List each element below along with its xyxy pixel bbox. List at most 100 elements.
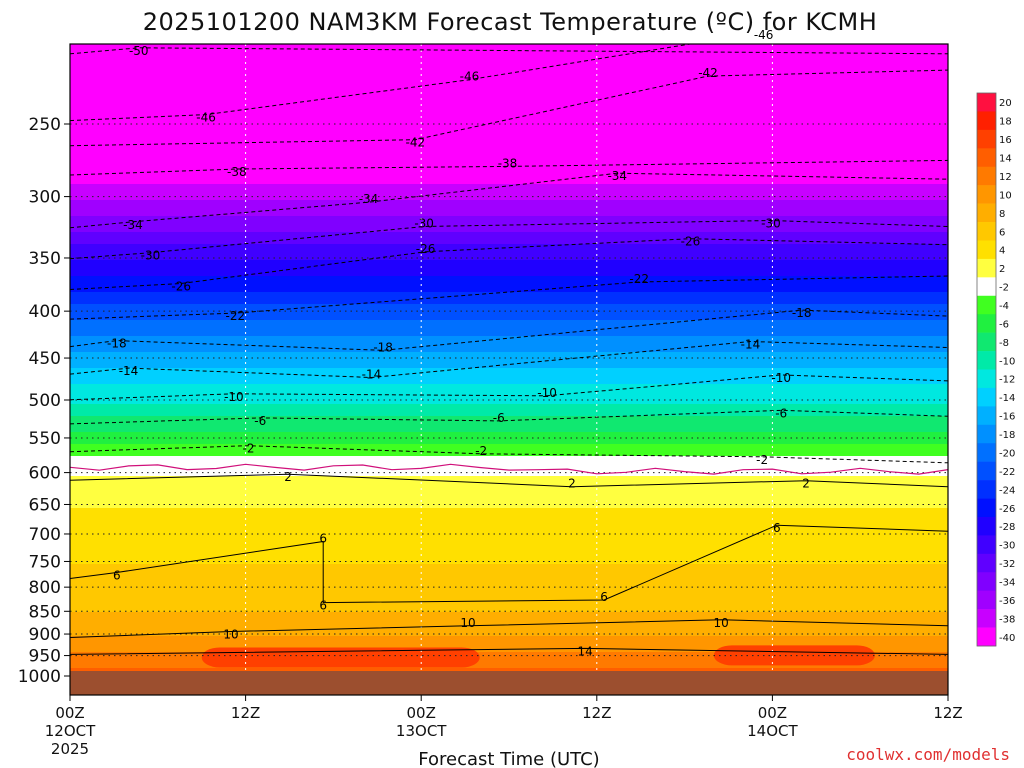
temperature-band (70, 212, 948, 217)
ground-layer (70, 671, 948, 695)
temperature-band (70, 184, 948, 189)
contour-label: -6 (493, 411, 505, 425)
plot-frame (69, 43, 949, 696)
contour-label: -46 (754, 28, 774, 42)
contour-label: -26 (416, 242, 436, 256)
temperature-band (70, 260, 948, 265)
temperature-band (70, 584, 948, 589)
y-tick-label: 350 (29, 249, 61, 269)
credit-text: coolwx.com/models (846, 745, 1010, 764)
y-tick-label: 400 (29, 302, 61, 322)
x-tick-year: 2025 (51, 740, 89, 758)
temperature-band (70, 224, 948, 229)
temperature-band (70, 200, 948, 205)
temperature-band (70, 556, 948, 561)
contour-line (70, 374, 948, 401)
colorbar-label: -14 (999, 393, 1015, 404)
colorbar-label: 18 (999, 117, 1012, 128)
colorbar-label: -16 (999, 412, 1015, 423)
temperature-band (70, 208, 948, 213)
temperature-band (70, 500, 948, 505)
temperature-band (70, 256, 948, 261)
temperature-band (70, 452, 948, 457)
temperature-band (70, 312, 948, 317)
contour-line (70, 619, 948, 638)
y-tick-label: 450 (29, 349, 61, 369)
colorbar-swatch (977, 111, 996, 131)
temperature-band (70, 412, 948, 417)
colorbar-label: 16 (999, 135, 1012, 146)
x-axis-label: Forecast Time (UTC) (418, 749, 599, 768)
temperature-band (70, 172, 948, 177)
y-tick-label: 800 (29, 578, 61, 598)
colorbar-label: 10 (999, 190, 1012, 201)
temperature-band (70, 596, 948, 601)
temperature-band (70, 492, 948, 497)
temperature-band (70, 352, 948, 357)
temperature-band (70, 600, 948, 605)
colorbar-swatch (977, 295, 996, 315)
temperature-band (70, 52, 948, 57)
x-tick-date: 14OCT (747, 722, 798, 740)
x-tick-label: 12Z (582, 704, 611, 722)
temperature-band (70, 48, 948, 53)
contour-label: 2 (802, 477, 810, 491)
colorbar-swatch (977, 185, 996, 204)
x-tick-label: 00Z (407, 704, 436, 722)
temperature-band (70, 396, 948, 401)
contour-label: -34 (359, 192, 379, 206)
contour-label: -46 (196, 111, 216, 125)
colorbar-swatch (977, 369, 996, 389)
temperature-band (70, 572, 948, 577)
temperature-band (70, 484, 948, 489)
y-tick-label: 500 (29, 391, 61, 411)
temperature-band (70, 524, 948, 529)
colorbar-label: 6 (999, 227, 1005, 238)
temperature-band (70, 332, 948, 337)
contour-label: -18 (107, 337, 127, 351)
contour-label: -6 (775, 406, 787, 420)
temperature-band (70, 304, 948, 309)
colorbar-swatch (977, 351, 996, 370)
temperature-bands (70, 44, 948, 695)
colorbar-swatch (977, 277, 996, 297)
contour-label: -2 (756, 453, 768, 467)
contour-line (70, 159, 948, 176)
temperature-band (70, 408, 948, 413)
contour-label: 6 (773, 521, 781, 535)
temperature-band (70, 620, 948, 625)
contour-label: -26 (681, 235, 701, 249)
temperature-band (70, 424, 948, 429)
colorbar-label: -38 (999, 614, 1015, 625)
temperature-band (70, 108, 948, 113)
temperature-band (70, 156, 948, 161)
temperature-band (70, 56, 948, 61)
y-tick-label: 550 (29, 429, 61, 449)
temperature-band (70, 536, 948, 541)
contour-label: -42 (406, 136, 426, 150)
colorbar-label: 20 (999, 98, 1012, 109)
contour-label: -14 (741, 338, 761, 352)
contour-lines (70, 44, 948, 655)
contour-label: -34 (123, 218, 143, 232)
chart-title: 2025101200 NAM3KM Forecast Temperature (… (143, 8, 878, 36)
contour-line (70, 647, 948, 655)
temperature-band (70, 652, 948, 657)
colorbar-label: -22 (999, 467, 1015, 478)
colorbar-swatch (977, 93, 996, 112)
temperature-band (70, 664, 948, 669)
contour-line (70, 409, 948, 425)
contour-label: -42 (698, 66, 718, 80)
colorbar-label: -36 (999, 596, 1015, 607)
temperature-band (70, 476, 948, 481)
temperature-band (70, 608, 948, 613)
temperature-band (70, 340, 948, 345)
x-tick-label: 00Z (55, 704, 84, 722)
x-tick-date: 13OCT (396, 722, 447, 740)
contour-label: -18 (373, 340, 393, 354)
temperature-band (70, 616, 948, 621)
temperature-band (70, 512, 948, 517)
temperature-band (70, 120, 948, 125)
temperature-band (70, 276, 948, 281)
temperature-band (70, 604, 948, 609)
